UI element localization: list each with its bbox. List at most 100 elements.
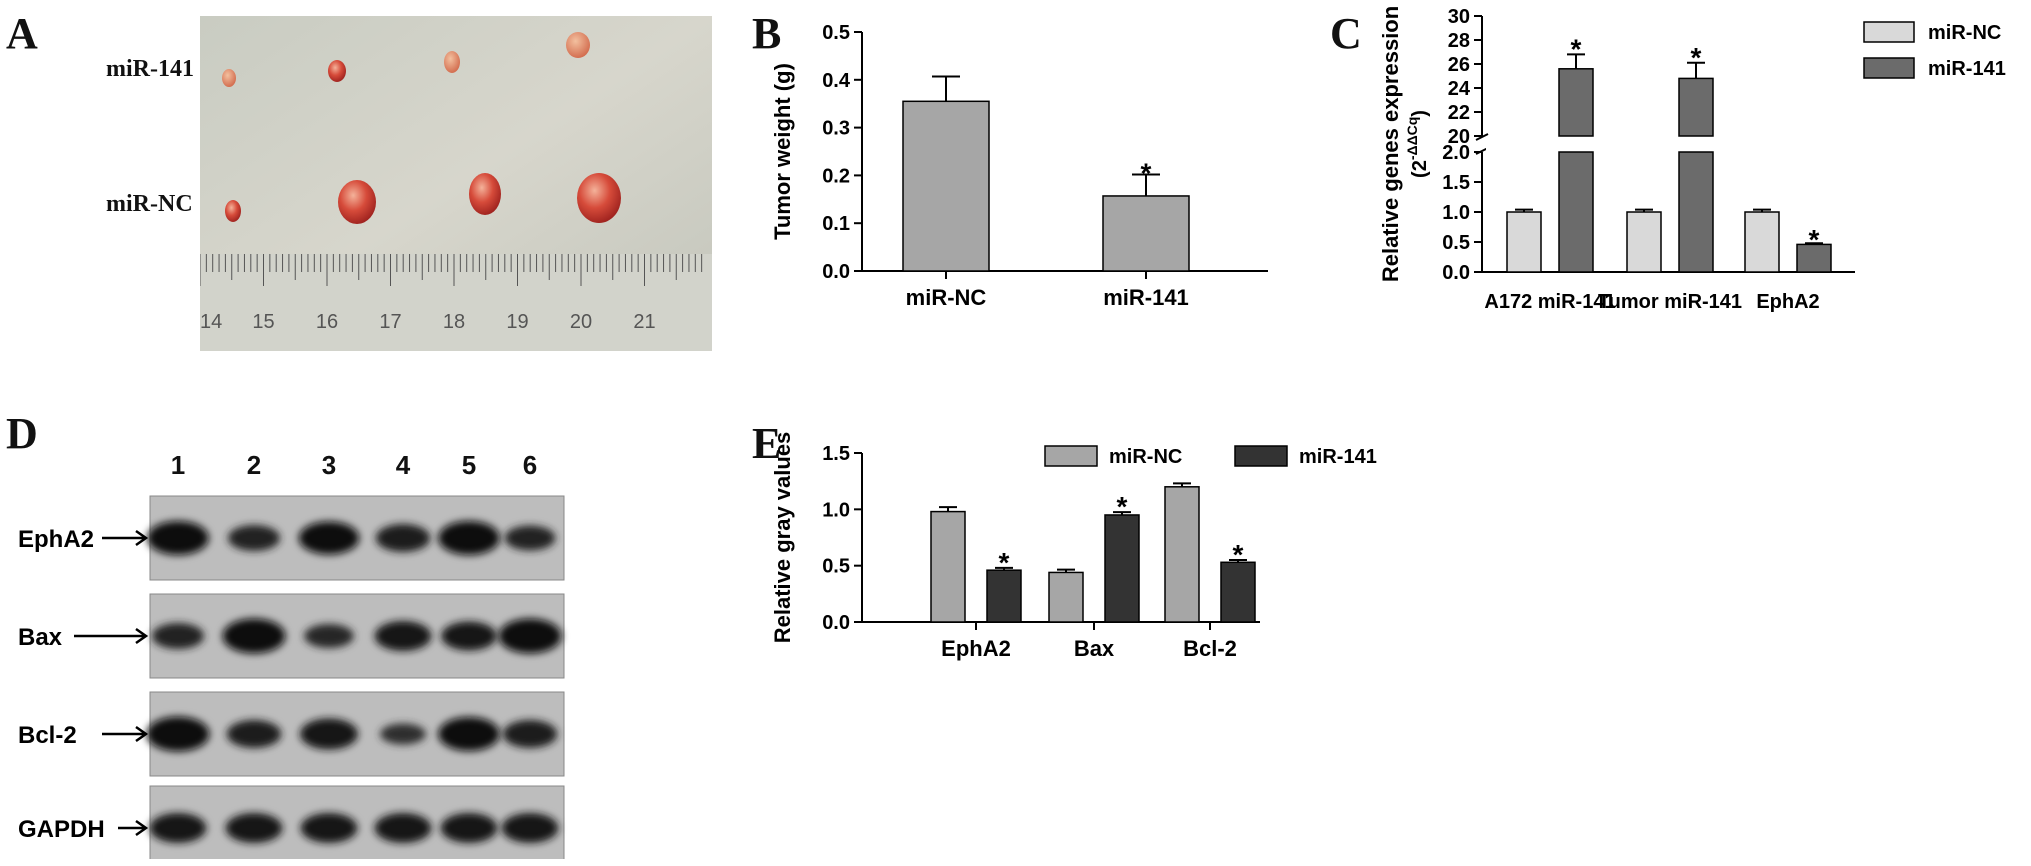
chart-c-y-label-exp: -ΔΔCq: [1404, 117, 1420, 160]
chart-c-x-tick-label: Tumor miR-141: [1598, 291, 1742, 313]
ruler-number: 14: [200, 311, 222, 333]
blot-band: [438, 717, 500, 751]
chart-c-legend-swatch: [1863, 21, 1915, 43]
chart-c-error-bar: [1805, 242, 1823, 245]
chart-c-y-label-main: Relative genes expression: [1378, 6, 1403, 282]
chart-c-upper-y-tick-label: 22: [1448, 102, 1470, 124]
chart-e-error-bar: [939, 506, 957, 512]
chart-b-y-tick-label: 0.0: [822, 261, 850, 283]
blot-band: [146, 716, 210, 752]
protein-label: Bcl-2: [18, 722, 77, 749]
blot-band: [149, 813, 207, 843]
chart-c-y-label-sub: (2-ΔΔCq): [1404, 110, 1431, 178]
blot-band: [228, 525, 280, 551]
chart-e-error-bar: [1229, 559, 1247, 563]
chart-e-y-tick-label: 0.0: [822, 612, 850, 634]
tumor-mir141-2: [328, 60, 346, 82]
chart-c-upper-y-tick-label: 20: [1448, 126, 1470, 148]
arrow-icon: [102, 529, 149, 547]
chart-b-y-tick-label: 0.1: [822, 213, 850, 235]
chart-e-y-tick-label: 0.5: [822, 556, 850, 578]
chart-c-lower-y-tick-label: 0.5: [1442, 232, 1470, 254]
chart-c-y-label: Relative genes expression (2-ΔΔCq): [1378, 6, 1431, 282]
ruler-number: 19: [506, 311, 528, 333]
chart-e-x-tick-label: Bax: [1074, 636, 1115, 661]
arrow-icon: [102, 725, 149, 743]
blot-band: [298, 521, 360, 555]
chart-c-upper-y-tick-label: 26: [1448, 54, 1470, 76]
significance-star: *: [1233, 539, 1244, 570]
blot-band: [504, 525, 556, 551]
arrow-icon: [118, 819, 149, 837]
tumor-mir141-4: [566, 32, 590, 58]
chart-c-y-label-open: (2: [1409, 160, 1431, 178]
ruler-number: 21: [633, 311, 655, 333]
chart-c-break-gap: [1486, 138, 1859, 150]
chart-c-lower-y-tick-label: 0.0: [1442, 262, 1470, 284]
tumor-photo: 14 15 16 17 18 19 20 21: [200, 16, 712, 351]
blot-strip: [149, 785, 565, 859]
significance-star: *: [1117, 491, 1128, 522]
blot-band: [226, 720, 282, 748]
blot-band: [438, 521, 500, 555]
chart-c-bar-upper-segment: [1678, 77, 1714, 137]
chart-e-error-bar: [1113, 511, 1131, 515]
chart-b-y-tick-label: 0.5: [822, 22, 850, 44]
chart-c-legend-swatch: [1863, 57, 1915, 79]
chart-e: 0.0 0.5 1.0 1.5 * EphA2 * Bax * Bcl-2 miR-NC miR-14…: [770, 432, 1377, 661]
blot-band: [222, 618, 286, 654]
significance-star: *: [1809, 224, 1820, 255]
panel-a-letter: A: [6, 9, 38, 58]
western-blot: 1 2 3 4 5 6 EphA2 Bax Bcl-2 GAPDH: [18, 450, 565, 859]
chart-c-bar: [1744, 211, 1780, 273]
chart-e-y-label: Relative gray values: [770, 432, 795, 644]
tumor-mir141-3: [444, 51, 460, 73]
blot-band: [502, 720, 558, 748]
chart-c-x-tick-label: EphA2: [1756, 291, 1819, 313]
chart-c-bar-lower-segment: [1678, 151, 1714, 273]
panel-b-letter: B: [752, 9, 782, 58]
blot-band: [380, 723, 426, 745]
chart-b-y-tick-label: 0.2: [822, 165, 850, 187]
blot-band: [440, 813, 498, 843]
chart-c-bar: [1626, 211, 1662, 273]
chart-b: 0.0 0.1 0.2 0.3 0.4 0.5 miR-NC * miR-141 Tumor we…: [770, 22, 1268, 310]
chart-c-error-bar: [1687, 61, 1705, 79]
chart-e-legend-label: miR-141: [1299, 446, 1377, 468]
chart-c-lower-y-tick-label: 2.0: [1442, 142, 1470, 164]
chart-c-error-bar: [1753, 208, 1771, 212]
chart-e-y-tick-label: 1.5: [822, 443, 850, 465]
significance-star: *: [1691, 42, 1702, 73]
chart-e-bar: [1104, 514, 1140, 623]
lane-number: 1: [171, 450, 185, 480]
blot-band: [501, 813, 559, 843]
significance-star: *: [1141, 157, 1152, 188]
blot-band: [152, 623, 204, 649]
ruler: [200, 254, 712, 351]
row-label-mir141: miR-141: [106, 56, 194, 82]
chart-b-y-tick-label: 0.4: [822, 70, 851, 92]
blot-band: [375, 524, 431, 552]
blot-band: [374, 813, 432, 843]
chart-c-error-bar: [1635, 208, 1653, 212]
blot-band: [225, 813, 283, 843]
chart-c-x-tick-label: A172 miR-141: [1484, 291, 1615, 313]
chart-b-error-bar: [932, 75, 960, 102]
chart-c-legend-label: miR-NC: [1928, 22, 2001, 44]
chart-c-legend-label: miR-141: [1928, 58, 2006, 80]
row-label-mirnc: miR-NC: [106, 191, 193, 217]
chart-e-y-tick-label: 1.0: [822, 499, 850, 521]
tumor-mir141-1: [222, 69, 236, 87]
chart-b-x-tick-label: miR-NC: [906, 285, 987, 310]
chart-c-bar-lower-segment: [1558, 151, 1594, 273]
arrow-icon: [74, 627, 149, 645]
lane-number: 6: [523, 450, 537, 480]
protein-label: EphA2: [18, 526, 94, 553]
chart-b-y-label: Tumor weight (g): [770, 63, 795, 240]
chart-b-x-tick-label: miR-141: [1103, 285, 1189, 310]
ruler-number: 15: [252, 311, 274, 333]
chart-c-y-label-close: ): [1409, 110, 1431, 117]
chart-e-bar: [986, 569, 1022, 623]
chart-e-bar: [930, 510, 966, 623]
